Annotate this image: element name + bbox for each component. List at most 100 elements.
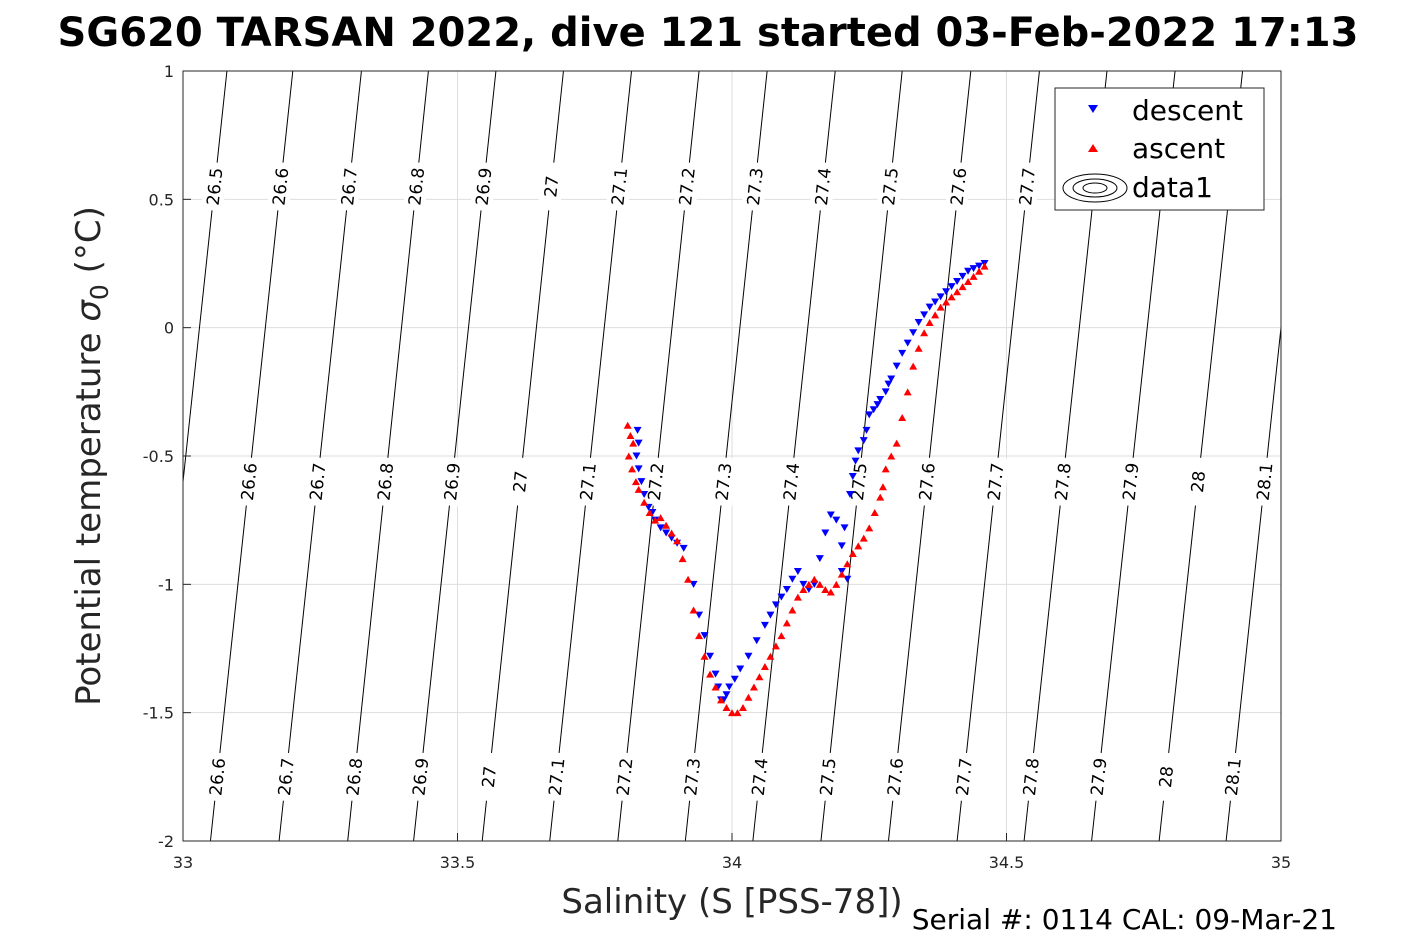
isopycnal-label-bg: [475, 751, 503, 802]
descent-point: [865, 411, 874, 419]
y-axis-ticks: -2 -1.5 -1 -0.5 0 0.5 1: [143, 62, 191, 851]
ascent-point: [964, 277, 973, 285]
isopycnal-label-text: 27.4: [812, 167, 836, 207]
isopycnal-label-text: 27.7: [1016, 167, 1040, 207]
descent-point: [634, 465, 643, 473]
x-tick-label: 34: [722, 853, 742, 872]
ascent-point: [629, 439, 638, 447]
ascent-point: [656, 514, 665, 522]
ascent-point: [673, 537, 682, 545]
descent-point: [832, 516, 841, 524]
isopycnal-label: 27.5: [814, 751, 842, 802]
descent-point: [662, 529, 671, 537]
isopycnal-label-bg: [1013, 161, 1041, 212]
descent-point: [799, 580, 808, 588]
descent-point: [700, 632, 709, 640]
isopycnal-label-text: 26.9: [409, 757, 433, 797]
descent-point: [975, 262, 984, 270]
isopycnal-label-text: 27.1: [608, 167, 632, 207]
isopycnal-label-bg: [1251, 456, 1279, 507]
ascent-point: [755, 673, 764, 681]
isopycnal-label-bg: [710, 456, 737, 507]
descent-point: [881, 388, 890, 396]
isopycnal-label: 27.9: [1117, 456, 1145, 507]
isopycnal-label-text: 26.6: [238, 462, 262, 502]
isopycnal-label-text: 27.6: [916, 462, 940, 502]
ascent-point: [821, 585, 830, 593]
isopycnal-label-bg: [746, 751, 774, 802]
ascent-point: [843, 560, 852, 568]
descent-point: [942, 288, 951, 296]
isopycnal-label-bg: [777, 456, 805, 507]
descent-point: [846, 491, 855, 498]
isopycnal-label-text: 27.9: [1088, 757, 1112, 797]
isopycnal-line: [1225, 322, 1281, 841]
ascent-point: [804, 580, 813, 588]
isopycnal-label: 26.8: [340, 751, 368, 802]
isopycnal-label-text: 27.5: [848, 462, 872, 502]
ascent-point: [788, 606, 797, 614]
isopycnal-label: 27.4: [809, 161, 837, 212]
y-tick-label: -2: [158, 832, 174, 851]
ascent-point: [623, 421, 632, 429]
y-axis-label: Potential temperature σ0 (°C): [69, 206, 114, 706]
descent-point: [892, 362, 901, 370]
isopycnal-label-bg: [814, 751, 842, 802]
ascent-point: [760, 662, 769, 670]
ascent-point: [953, 288, 962, 296]
isopycnal-label: 27.4: [777, 456, 805, 507]
ascent-point: [782, 619, 791, 627]
descent-point: [634, 439, 643, 447]
isopycnal-label: 27.5: [876, 161, 904, 212]
isopycnal-label: 27: [475, 751, 503, 802]
ascent-point: [744, 693, 753, 701]
descent-point: [909, 329, 918, 337]
isopycnal-label-bg: [950, 751, 978, 802]
isopycnal-label: 26.9: [470, 161, 498, 212]
ascent-point: [728, 709, 736, 717]
ascent-point: [684, 575, 693, 583]
isopycnal-label-bg: [1117, 456, 1145, 507]
isopycnal-label-text: 26.8: [374, 462, 398, 502]
descent-point: [711, 670, 720, 678]
isopycnal-label-bg: [673, 161, 701, 212]
isopycnal-label-text: 27.7: [985, 462, 1009, 502]
isopycnal-label-text: 27.2: [676, 167, 700, 207]
descent-point: [730, 675, 739, 683]
descent-point: [633, 426, 642, 434]
isopycnal-label-text: 26.8: [344, 757, 368, 797]
isopycnal-label-bg: [406, 751, 434, 802]
descent-point: [782, 585, 791, 593]
isopycnal-label-bg: [235, 456, 263, 507]
ascent-point: [799, 585, 808, 593]
isopycnal-label: 27.3: [710, 456, 737, 507]
isopycnal-label: 26.7: [335, 161, 363, 212]
isopycnal-label-text: 27.8: [1020, 757, 1044, 797]
isopycnal-label: 27.4: [746, 751, 774, 802]
descent-point: [788, 575, 797, 583]
isopycnal-label: 27.2: [673, 161, 701, 212]
isopycnal-label-text: 27: [479, 765, 501, 789]
ascent-point: [717, 696, 726, 704]
ascent-point: [777, 632, 786, 640]
isopycnal-label-bg: [203, 751, 231, 802]
isopycnal-label-text: 27.5: [879, 167, 903, 207]
isopycnal-label: 28.1: [1251, 456, 1279, 507]
descent-point: [851, 457, 860, 465]
ascent-point: [793, 593, 802, 601]
descent-point: [848, 473, 857, 481]
descent-point: [862, 426, 871, 434]
isopycnal-label-bg: [944, 161, 972, 212]
descent-point: [632, 452, 641, 460]
y-tick-label: -1: [158, 575, 174, 594]
isopycnal-label-bg: [678, 751, 706, 802]
isopycnal-label-text: 27.9: [1120, 462, 1144, 502]
descent-point: [884, 380, 893, 388]
descent-point: [898, 349, 907, 357]
descent-point: [706, 652, 715, 660]
isopycnal-label-bg: [642, 456, 670, 507]
descent-point: [637, 478, 646, 486]
isopycnal-label: 28: [1152, 751, 1180, 802]
ascent-point: [695, 632, 704, 640]
